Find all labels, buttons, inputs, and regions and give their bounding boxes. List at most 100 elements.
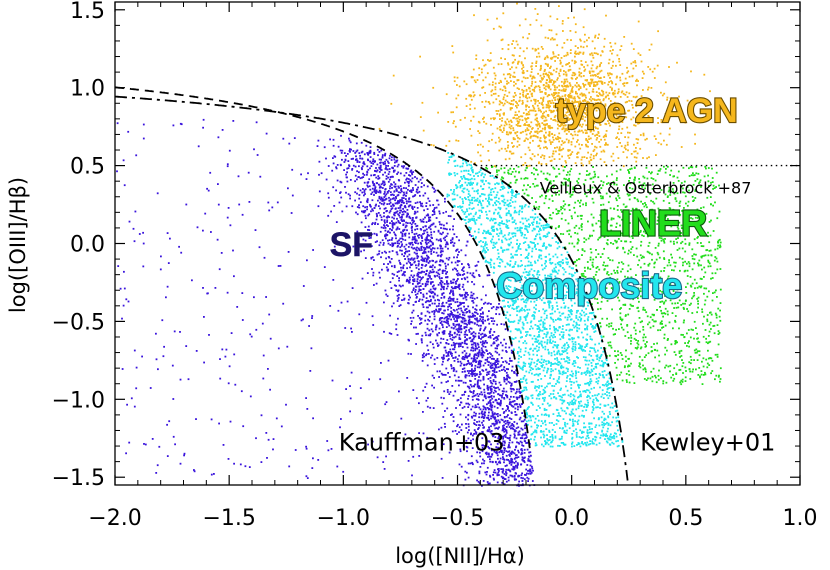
- point-sf: [355, 150, 358, 153]
- point-sf: [390, 159, 393, 161]
- point-composite: [488, 210, 491, 213]
- point-sf: [427, 256, 430, 259]
- point-composite: [529, 216, 532, 219]
- point-sf: [389, 185, 392, 188]
- point-composite: [481, 181, 484, 183]
- point-sf: [466, 334, 469, 336]
- point-sf: [506, 405, 508, 407]
- point-composite: [564, 423, 566, 426]
- point-sf: [443, 224, 445, 227]
- point-composite: [601, 364, 604, 367]
- point-composite: [532, 241, 534, 244]
- point-sf: [410, 226, 413, 229]
- point-composite: [588, 431, 591, 434]
- point-composite: [465, 162, 468, 164]
- point-composite: [538, 397, 541, 400]
- point-sf: [343, 161, 346, 163]
- point-sf: [156, 464, 159, 467]
- point-sf: [423, 252, 425, 254]
- point-sf: [483, 395, 486, 398]
- point-composite: [553, 333, 555, 336]
- point-composite: [591, 338, 593, 341]
- point-sf: [385, 266, 388, 269]
- point-sf: [407, 185, 410, 187]
- point-composite: [616, 445, 619, 448]
- point-sf: [517, 456, 520, 458]
- point-composite: [559, 362, 562, 365]
- point-sf: [424, 314, 427, 317]
- point-composite: [566, 291, 568, 293]
- point-sf: [160, 255, 162, 258]
- point-sf: [452, 416, 455, 418]
- point-sf: [472, 434, 474, 437]
- point-sf: [349, 150, 351, 153]
- point-sf: [527, 458, 530, 460]
- point-composite: [606, 441, 609, 444]
- point-sf: [457, 399, 460, 401]
- point-sf: [465, 292, 467, 295]
- point-sf: [481, 356, 484, 359]
- point-composite: [527, 289, 530, 292]
- point-sf: [443, 330, 446, 332]
- point-sf: [435, 309, 438, 312]
- point-sf: [448, 296, 451, 299]
- point-sf: [496, 337, 499, 339]
- point-composite: [604, 393, 606, 395]
- point-composite: [525, 370, 528, 373]
- point-sf: [515, 437, 518, 440]
- point-sf: [503, 447, 505, 449]
- point-sf: [346, 171, 348, 174]
- point-composite: [588, 353, 591, 356]
- point-sf: [234, 383, 237, 386]
- point-sf: [365, 217, 367, 220]
- point-sf: [413, 220, 415, 223]
- point-sf: [433, 207, 436, 209]
- point-sf: [450, 367, 453, 370]
- point-sf: [443, 317, 446, 320]
- point-sf: [486, 371, 489, 374]
- point-sf: [467, 395, 470, 397]
- point-sf: [380, 183, 383, 186]
- point-composite: [564, 305, 567, 308]
- point-sf: [426, 436, 429, 439]
- point-sf: [478, 274, 480, 276]
- point-composite: [552, 369, 554, 372]
- point-composite: [555, 383, 557, 385]
- point-composite: [613, 437, 616, 440]
- point-composite: [450, 173, 453, 175]
- point-sf: [426, 258, 429, 260]
- point-sf: [423, 260, 426, 263]
- point-sf: [474, 367, 476, 370]
- point-sf: [484, 407, 487, 409]
- point-sf: [365, 144, 368, 147]
- point-sf: [388, 250, 391, 253]
- point-composite: [552, 270, 554, 273]
- point-sf: [452, 228, 454, 231]
- point-sf: [475, 361, 477, 363]
- point-composite: [542, 433, 545, 436]
- point-composite: [517, 305, 520, 308]
- point-sf: [523, 448, 526, 451]
- point-sf: [458, 288, 461, 290]
- point-composite: [467, 173, 470, 175]
- point-sf: [436, 334, 439, 337]
- point-sf: [346, 300, 349, 303]
- point-sf: [179, 462, 182, 465]
- point-sf: [481, 307, 483, 309]
- point-composite: [562, 442, 565, 444]
- point-sf: [399, 185, 402, 187]
- point-sf: [528, 451, 530, 454]
- point-sf: [224, 355, 227, 358]
- point-composite: [472, 235, 474, 237]
- point-sf: [473, 342, 475, 344]
- point-sf: [463, 273, 466, 275]
- point-sf: [307, 172, 309, 175]
- point-composite: [546, 291, 549, 294]
- point-sf: [384, 194, 387, 197]
- point-composite: [562, 246, 565, 249]
- point-sf: [511, 423, 514, 425]
- point-sf: [450, 414, 452, 416]
- point-sf: [531, 465, 533, 468]
- point-sf: [345, 155, 347, 157]
- point-sf: [447, 299, 450, 302]
